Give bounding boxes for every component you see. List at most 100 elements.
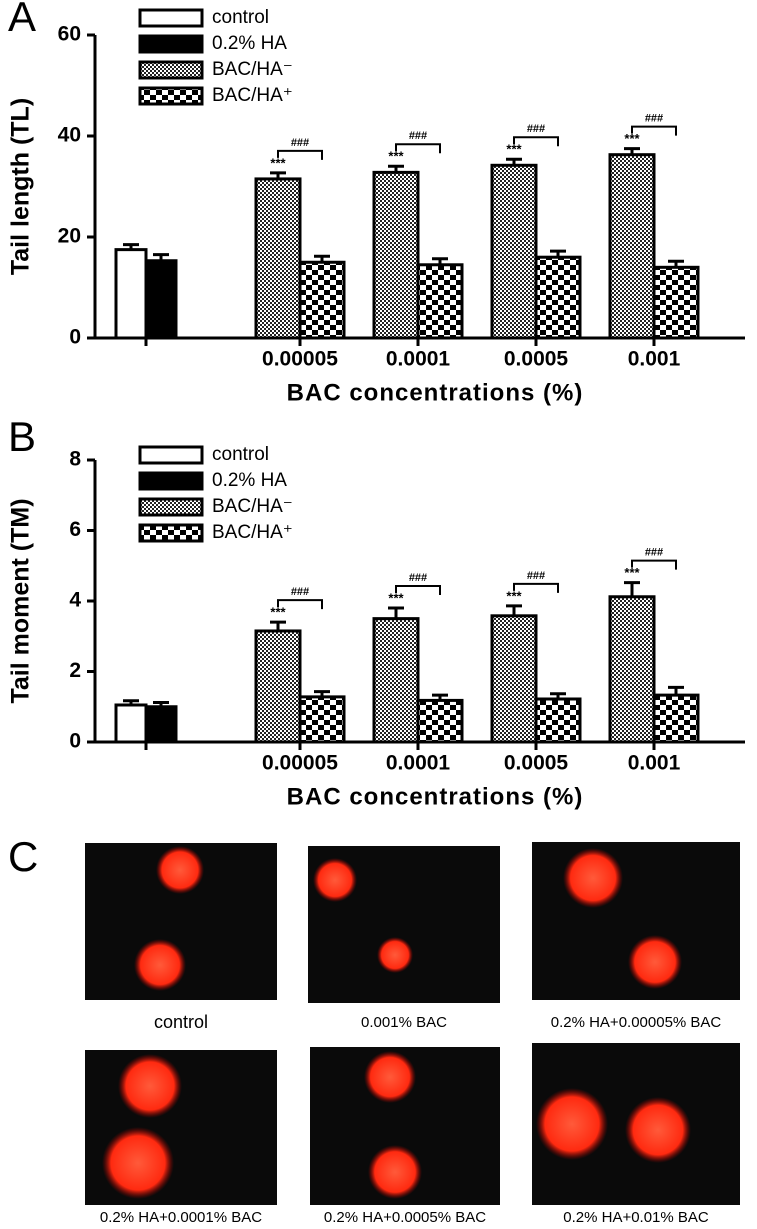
image-caption: control bbox=[154, 1012, 208, 1032]
significance-hash: ### bbox=[409, 572, 427, 584]
error-bar bbox=[314, 690, 330, 697]
bar bbox=[144, 705, 178, 744]
legend-label: BAC/HA⁻ bbox=[212, 496, 293, 517]
bracket bbox=[395, 585, 441, 596]
x-tick-label: 0.001 bbox=[628, 752, 681, 775]
legend-label: control bbox=[212, 7, 269, 28]
image-caption: 0.2% HA+0.0005% BAC bbox=[324, 1209, 486, 1226]
panel-label: A bbox=[8, 0, 36, 40]
bar bbox=[372, 170, 420, 340]
bar bbox=[372, 617, 420, 744]
bar bbox=[652, 693, 700, 744]
significance-stars: *** bbox=[270, 155, 286, 170]
bar bbox=[608, 153, 656, 340]
error-bar bbox=[123, 243, 139, 250]
error-bar bbox=[153, 253, 169, 261]
legend-label: control bbox=[212, 444, 269, 465]
bracket bbox=[631, 559, 677, 570]
y-tick-label: 8 bbox=[69, 448, 81, 471]
error-bar bbox=[123, 699, 139, 705]
x-tick-label: 0.0001 bbox=[386, 348, 451, 371]
x-axis-label: BAC concentrations (%) bbox=[287, 783, 584, 810]
significance-hash: ### bbox=[409, 130, 427, 142]
bracket bbox=[513, 136, 559, 147]
y-tick-label: 40 bbox=[58, 124, 81, 147]
bar bbox=[254, 177, 302, 340]
significance-hash: ### bbox=[645, 113, 663, 125]
error-bar bbox=[506, 604, 522, 616]
x-tick-label: 0.0005 bbox=[504, 752, 569, 775]
panel-c-images bbox=[85, 842, 740, 1205]
bracket bbox=[277, 599, 323, 610]
bar bbox=[416, 698, 464, 744]
bar bbox=[254, 629, 302, 744]
error-bar bbox=[432, 693, 448, 701]
significance-stars: *** bbox=[506, 142, 522, 157]
y-tick-label: 20 bbox=[58, 225, 81, 248]
bar bbox=[298, 260, 346, 340]
legend-swatch bbox=[138, 8, 204, 28]
significance-hash: ### bbox=[527, 123, 545, 135]
bar bbox=[490, 614, 538, 744]
x-tick-label: 0.0005 bbox=[504, 348, 569, 371]
bar bbox=[534, 255, 582, 340]
error-bar bbox=[550, 692, 566, 699]
legend-swatch bbox=[138, 86, 204, 106]
bracket bbox=[395, 143, 441, 154]
legend-label: BAC/HA⁺ bbox=[212, 522, 293, 543]
y-tick-label: 0 bbox=[69, 326, 81, 349]
significance-stars: *** bbox=[388, 590, 404, 605]
bar bbox=[534, 697, 582, 744]
error-bar bbox=[668, 685, 684, 696]
panel-label: B bbox=[8, 413, 36, 460]
bracket bbox=[631, 125, 677, 136]
significance-stars: *** bbox=[624, 131, 640, 146]
error-bar bbox=[668, 259, 684, 268]
significance-stars: *** bbox=[388, 149, 404, 164]
bar bbox=[652, 265, 700, 340]
significance-hash: ### bbox=[645, 547, 663, 559]
bar bbox=[490, 163, 538, 340]
x-axis-label: BAC concentrations (%) bbox=[287, 379, 584, 406]
legend-label: BAC/HA⁺ bbox=[212, 85, 293, 106]
error-bar bbox=[388, 606, 404, 619]
image-caption: 0.001% BAC bbox=[361, 1014, 447, 1031]
error-bar bbox=[388, 164, 404, 173]
legend-swatch bbox=[138, 523, 204, 543]
legend-swatch bbox=[138, 445, 204, 465]
legend-label: 0.2% HA bbox=[212, 470, 287, 491]
bracket bbox=[513, 582, 559, 593]
error-bar bbox=[314, 254, 330, 263]
significance-hash: ### bbox=[527, 570, 545, 582]
legend-label: 0.2% HA bbox=[212, 33, 287, 54]
significance-stars: *** bbox=[506, 588, 522, 603]
bar bbox=[114, 703, 148, 744]
significance-stars: *** bbox=[270, 605, 286, 620]
bar bbox=[144, 259, 178, 340]
x-tick-label: 0.00005 bbox=[262, 348, 338, 371]
y-axis-label: Tail moment (TM) bbox=[7, 498, 35, 703]
error-bar bbox=[432, 257, 448, 265]
error-bar bbox=[270, 171, 286, 179]
y-tick-label: 2 bbox=[69, 659, 81, 682]
y-tick-label: 4 bbox=[69, 589, 81, 612]
legend-swatch bbox=[138, 497, 204, 517]
bar bbox=[298, 695, 346, 744]
significance-hash: ### bbox=[291, 137, 309, 149]
error-bar bbox=[624, 147, 640, 155]
legend-swatch bbox=[138, 471, 204, 491]
bar bbox=[114, 248, 148, 340]
y-tick-label: 6 bbox=[69, 518, 81, 541]
image-caption: 0.2% HA+0.0001% BAC bbox=[100, 1209, 262, 1226]
y-tick-label: 60 bbox=[58, 23, 81, 46]
x-tick-label: 0.0001 bbox=[386, 752, 451, 775]
error-bar bbox=[624, 581, 640, 597]
x-tick-label: 0.00005 bbox=[262, 752, 338, 775]
x-tick-label: 0.001 bbox=[628, 348, 681, 371]
legend-swatch bbox=[138, 60, 204, 80]
legend-label: BAC/HA⁻ bbox=[212, 59, 293, 80]
panel-label: C bbox=[8, 833, 38, 880]
y-tick-label: 0 bbox=[69, 730, 81, 753]
significance-hash: ### bbox=[291, 586, 309, 598]
